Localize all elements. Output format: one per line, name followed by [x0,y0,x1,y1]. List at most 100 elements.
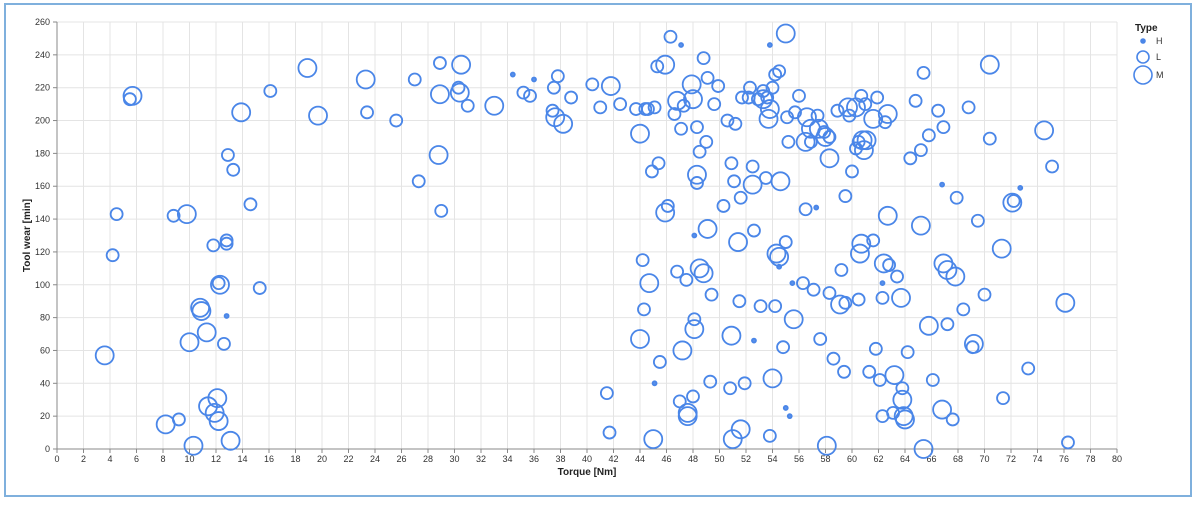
point-L [838,189,853,203]
point-M [677,406,698,427]
x-tick-label: 32 [476,454,486,464]
point-H [509,71,516,78]
x-tick-label: 76 [1059,454,1069,464]
point-L [263,84,278,98]
point-L [360,105,374,120]
point-M [697,219,718,239]
y-tick-label: 200 [35,116,50,126]
point-M [937,260,958,280]
point-L [1061,435,1075,450]
point-M [892,389,913,410]
point-L [822,286,837,300]
point-M [449,82,470,103]
point-L [925,373,940,387]
point-L [747,223,761,238]
point-L [780,110,794,125]
point-M [863,108,884,129]
point-L [651,156,666,171]
point-L [916,66,931,80]
point-M [797,107,817,128]
point-L [629,102,643,116]
point-M [208,411,229,431]
point-M [176,204,197,225]
y-tick-label: 240 [35,50,50,60]
point-M [122,86,143,106]
point-L [407,72,422,87]
point-M [693,263,714,284]
point-M [94,345,115,366]
legend-symbol-M [1133,65,1153,85]
legend-label: M [1156,70,1164,80]
point-L [663,29,678,44]
point-M [308,105,328,126]
x-tick-label: 24 [370,454,380,464]
point-L [866,233,881,248]
point-L [834,263,849,277]
x-tick-label: 18 [290,454,300,464]
legend-title: Type [1135,23,1158,34]
point-L [733,190,748,205]
point-M [846,97,866,118]
point-L [961,100,976,115]
x-tick-label: 68 [953,454,963,464]
x-tick-label: 20 [317,454,327,464]
point-L [890,269,904,284]
point-L [720,113,735,128]
point-L [411,174,426,189]
x-tick-label: 28 [423,454,433,464]
point-L [593,100,608,115]
x-tick-label: 38 [555,454,565,464]
point-L [875,291,890,305]
x-tick-label: 58 [820,454,830,464]
point-M [684,319,705,340]
point-M [770,171,791,192]
point-H [786,413,793,420]
x-tick-label: 26 [396,454,406,464]
y-tick-label: 120 [35,247,50,257]
point-L [977,287,992,302]
x-tick-label: 22 [343,454,353,464]
x-tick-label: 36 [529,454,539,464]
point-L [768,299,783,314]
point-M [913,439,934,459]
point-M [918,315,939,336]
point-H [678,42,684,48]
x-tick-label: 14 [237,454,247,464]
point-M [801,118,821,139]
point-M [430,84,450,105]
x-tick-label: 72 [1006,454,1016,464]
point-H [789,280,796,287]
point-L [862,364,877,379]
point-H [813,204,820,211]
point-M [873,253,894,274]
point-M [945,266,966,287]
x-tick-label: 6 [134,454,139,464]
point-H [531,76,537,83]
point-M [722,429,743,450]
point-M [891,288,911,308]
point-L [226,162,241,177]
point-H [1017,184,1024,191]
point-M [783,309,804,330]
point-M [681,74,702,95]
legend-label: L [1156,52,1161,62]
point-L [109,207,124,222]
point-H [766,42,773,48]
point-M [1055,292,1076,313]
point-M [816,435,837,456]
point-M [639,273,660,294]
point-L [703,374,718,389]
point-L [728,116,743,131]
point-M [484,95,505,116]
point-M [672,340,693,361]
point-M [830,294,850,315]
point-L [931,103,946,118]
x-tick-label: 30 [449,454,459,464]
point-L [845,164,859,179]
point-L [460,98,475,113]
point-M [819,148,840,169]
point-L [956,302,971,317]
point-L [851,292,866,307]
point-L [690,120,704,135]
